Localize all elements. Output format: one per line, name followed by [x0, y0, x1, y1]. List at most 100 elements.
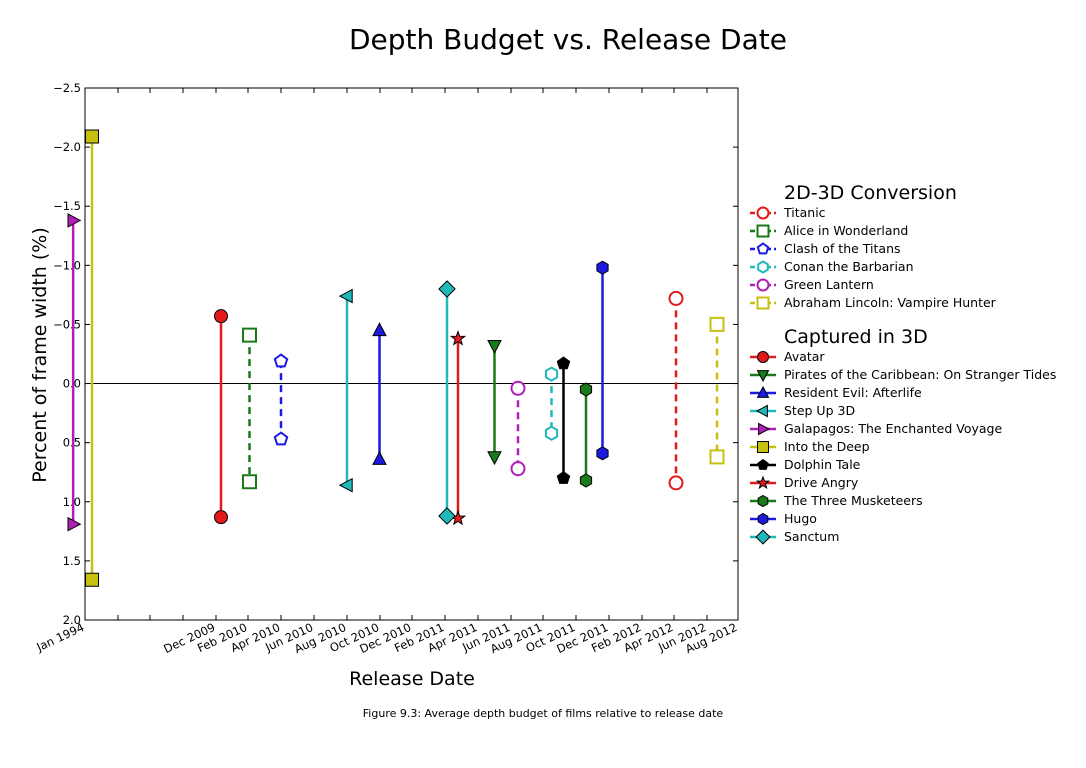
legend-item: Pirates of the Caribbean: On Stranger Ti…	[750, 367, 1056, 383]
y-tick-label: −2.5	[53, 81, 81, 95]
series-pirates-of-the-caribbean-on-stranger-tides	[487, 340, 502, 466]
series-step-up-3d	[338, 288, 353, 493]
data-point	[487, 340, 502, 354]
data-point	[242, 474, 257, 490]
legend-item: The Three Musketeers	[750, 493, 923, 508]
legend-label: Step Up 3D	[784, 403, 855, 418]
series-abraham-lincoln-vampire-hunter	[709, 316, 725, 465]
series-hugo	[596, 260, 609, 461]
data-point	[67, 516, 82, 532]
y-tick-label: −0.5	[53, 317, 81, 331]
data-point	[67, 213, 82, 228]
series-titanic	[668, 290, 684, 491]
y-tick-label: −2.0	[53, 140, 81, 154]
data-point	[449, 330, 467, 346]
legend-item: Into the Deep	[750, 439, 870, 454]
legend-item: Dolphin Tale	[750, 457, 861, 472]
legend-swatch-marker	[756, 224, 770, 238]
legend-label: Abraham Lincoln: Vampire Hunter	[784, 295, 997, 310]
data-point	[579, 382, 593, 397]
legend-label: Galapagos: The Enchanted Voyage	[784, 421, 1002, 436]
data-point	[438, 280, 456, 298]
legend-item: Alice in Wonderland	[750, 223, 908, 238]
legend-swatch-marker	[756, 296, 770, 310]
legend-swatch-marker	[756, 370, 770, 383]
series-conan-the-barbarian	[544, 366, 559, 441]
data-point	[273, 353, 289, 368]
series-dolphin-tale	[556, 356, 571, 484]
legend-swatch-marker	[757, 512, 769, 526]
legend-item: Titanic	[750, 205, 826, 220]
legend-swatch-marker	[758, 422, 771, 436]
legend-label: Avatar	[784, 349, 825, 364]
legend-swatch-marker	[757, 260, 769, 274]
data-point	[709, 449, 725, 465]
legend-swatch-marker	[755, 529, 771, 545]
data-point	[338, 288, 353, 304]
data-point	[579, 473, 593, 488]
plot-frame	[84, 87, 739, 621]
x-tick-label: Jan 1994	[34, 620, 87, 655]
legend-swatch-marker	[756, 242, 770, 255]
y-tick-label: 1.0	[63, 495, 81, 509]
data-point	[510, 380, 526, 396]
data-point	[214, 309, 228, 324]
data-point	[214, 510, 228, 525]
series-green-lantern	[510, 380, 526, 477]
series-alice-in-wonderland	[242, 327, 257, 490]
data-point	[556, 470, 571, 484]
legend-group-title: 2D-3D Conversion	[784, 182, 957, 204]
legend-item: Green Lantern	[750, 277, 874, 292]
data-point	[487, 451, 502, 466]
legend-item: Avatar	[750, 349, 825, 364]
data-point	[372, 322, 387, 337]
y-axis-ticks: −2.5 −2.0 −1.5 −1.0 −0.5 0.0 0.5 1.0 1.5 2.0	[53, 81, 738, 627]
x-axis-label: Release Date	[349, 668, 475, 690]
data-series	[67, 129, 725, 587]
legend-label: Drive Angry	[784, 475, 859, 490]
data-point	[338, 477, 353, 493]
data-point	[709, 316, 725, 332]
legend-label: The Three Musketeers	[783, 493, 923, 508]
legend-swatch-marker	[757, 351, 769, 363]
legend-item: Abraham Lincoln: Vampire Hunter	[750, 295, 997, 310]
data-point	[273, 431, 289, 446]
legend-item: Drive Angry	[750, 475, 859, 490]
y-tick-label: −1.5	[53, 199, 81, 213]
legend-swatch-marker	[755, 404, 768, 418]
y-tick-label: 2.0	[63, 613, 81, 627]
series-galapagos-the-enchanted-voyage	[67, 213, 82, 532]
series-sanctum	[438, 280, 456, 525]
y-tick-label: 1.5	[63, 554, 81, 568]
legend-swatch-marker	[756, 278, 770, 292]
legend-item: Clash of the Titans	[750, 241, 901, 256]
legend-label: Alice in Wonderland	[784, 223, 908, 238]
data-point	[85, 129, 99, 144]
data-point	[544, 425, 559, 441]
legend-label: Green Lantern	[784, 277, 874, 292]
data-point	[544, 366, 559, 382]
legend-group-title: Captured in 3D	[784, 326, 928, 348]
y-tick-label: 0.0	[63, 377, 81, 391]
legend-label: Into the Deep	[784, 439, 870, 454]
series-clash-of-the-titans	[273, 353, 289, 446]
data-point	[242, 327, 257, 343]
data-point	[596, 446, 609, 461]
figure-caption: Figure 9.3: Average depth budget of film…	[363, 707, 724, 720]
series-into-the-deep	[85, 129, 99, 587]
series-the-three-musketeers	[579, 382, 593, 488]
data-point	[596, 260, 609, 275]
legend-swatch-marker	[757, 494, 769, 508]
data-point	[510, 461, 526, 477]
legend-item: Resident Evil: Afterlife	[750, 385, 922, 400]
data-point	[85, 572, 99, 587]
data-point	[556, 356, 571, 370]
legend-label: Conan the Barbarian	[784, 259, 914, 274]
legend-label: Sanctum	[784, 529, 839, 544]
legend-label: Clash of the Titans	[784, 241, 901, 256]
legend-item: Sanctum	[750, 529, 839, 545]
legend-item: Step Up 3D	[750, 403, 855, 418]
